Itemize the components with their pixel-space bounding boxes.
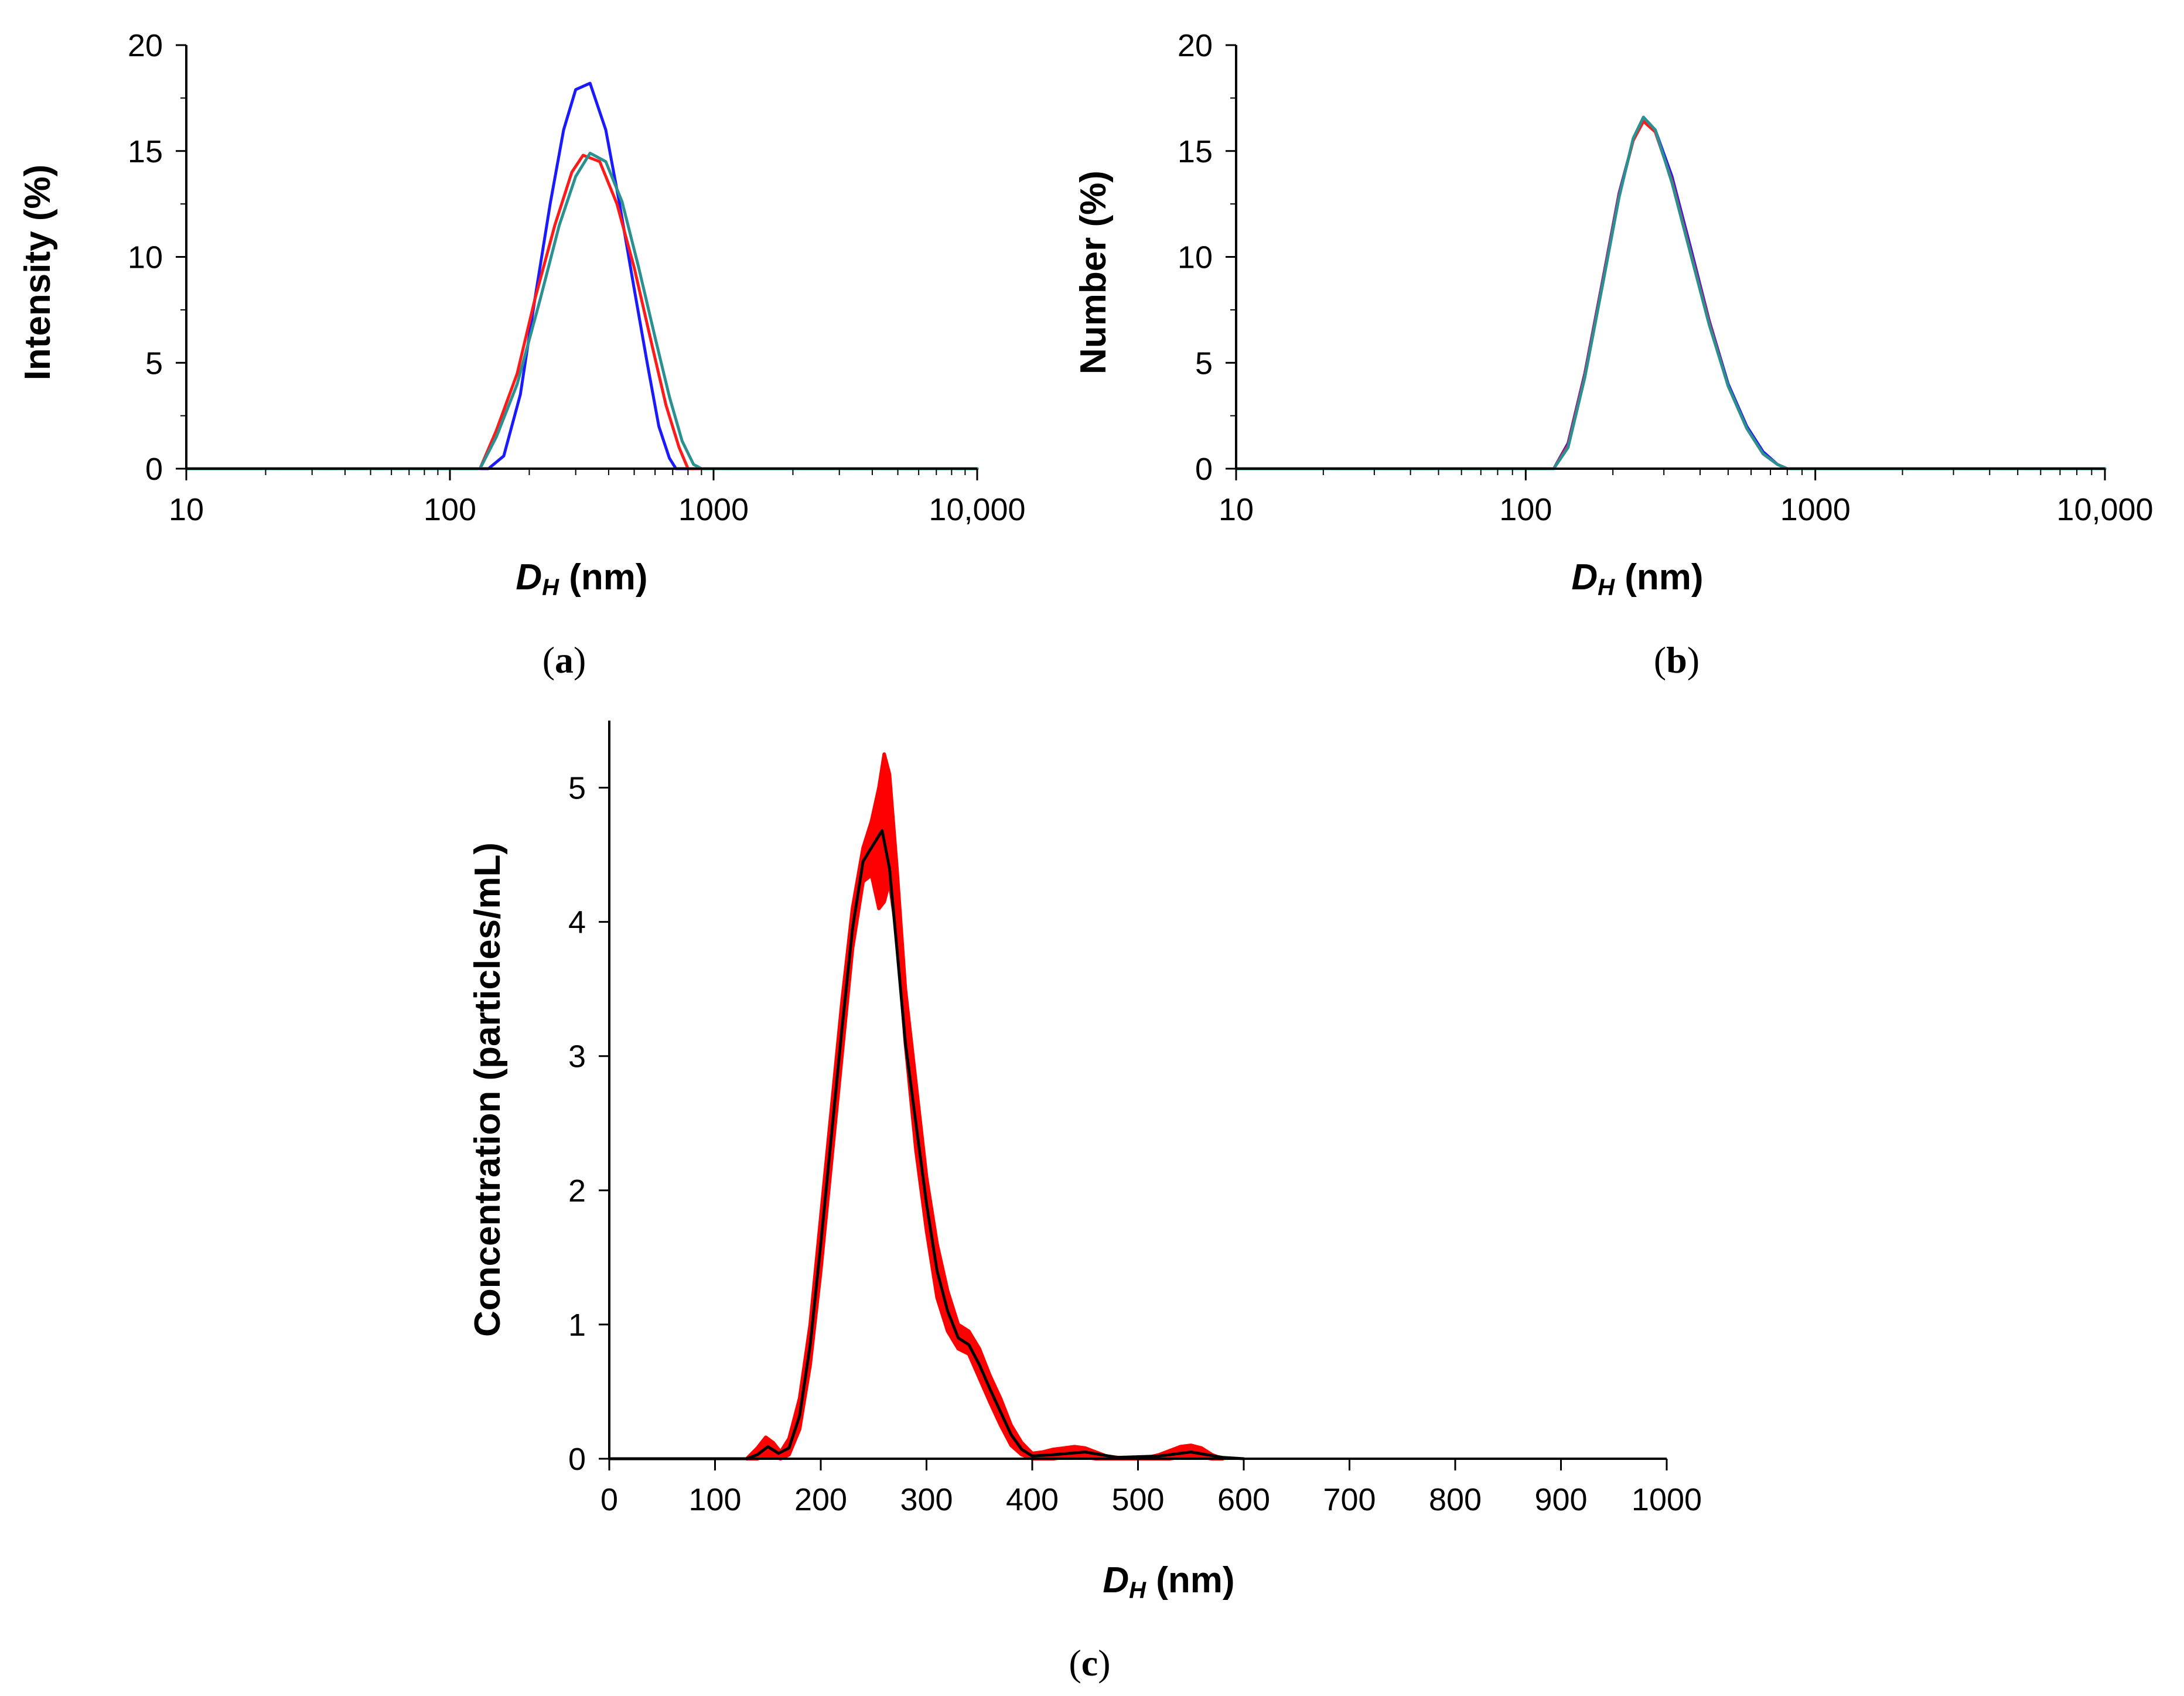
- x-axis-title-sub-b: H: [1598, 575, 1615, 600]
- y-tick-label-c: 2: [568, 1173, 586, 1209]
- y-tick-label-c: 1: [568, 1308, 586, 1343]
- panel-c: 0 1 2 3 4 5 0 100 200 300 400 500 600 700 800 900 1000 C…: [467, 721, 1702, 1684]
- y-tick-label-b: 20: [1178, 28, 1213, 63]
- x-tick-label-a: 1000: [678, 492, 749, 527]
- panel-b: 0 5 10 15 20 10 100 1000 10,000 Number (%) DH (n…: [1073, 28, 2154, 681]
- y-tick-label-c: 3: [568, 1039, 586, 1074]
- x-tick-label-a: 10: [169, 492, 204, 527]
- x-axis-title-b: DH (nm): [1571, 557, 1703, 600]
- y-axis-title-b: Number (%): [1073, 170, 1114, 374]
- x-tick-label-b: 10,000: [2056, 492, 2153, 527]
- x-tick-label-c: 800: [1429, 1482, 1482, 1517]
- y-tick-label-a: 5: [145, 346, 163, 381]
- x-tick-label-c: 300: [900, 1482, 953, 1517]
- y-tick-label-a: 10: [128, 240, 163, 275]
- panel-label-c-letter: c: [1081, 1642, 1098, 1684]
- y-tick-label-b: 0: [1195, 452, 1213, 487]
- y-tick-label-b: 10: [1178, 240, 1213, 275]
- panel-a: 0 5 10 15 20 10 100 1000 10,000 Intensity (%) DH…: [18, 28, 1026, 681]
- series-green-line-a: [185, 151, 979, 470]
- x-tick-label-a: 10,000: [929, 492, 1025, 527]
- x-axis-title-main-b: D: [1571, 557, 1598, 598]
- x-tick-label-b: 10: [1219, 492, 1254, 527]
- x-tick-label-b: 100: [1499, 492, 1552, 527]
- x-axis-title-c: DH (nm): [1103, 1560, 1234, 1603]
- panel-label-c: (c): [1069, 1642, 1110, 1684]
- x-tick-label-b: 1000: [1780, 492, 1851, 527]
- x-tick-label-c: 400: [1006, 1482, 1059, 1517]
- y-tick-label-a: 15: [128, 134, 163, 169]
- panel-label-b: (b): [1654, 639, 1700, 681]
- x-axis-title-unit-c: (nm): [1146, 1560, 1235, 1601]
- panel-label-b-letter: b: [1666, 639, 1687, 681]
- panel-label-a-letter: a: [555, 639, 574, 681]
- y-axis-title-c: Concentration (particles/mL): [467, 842, 508, 1337]
- y-tick-label-b: 5: [1195, 346, 1213, 381]
- series-red-line-a: [185, 153, 979, 470]
- x-tick-label-c: 200: [794, 1482, 847, 1517]
- x-axis-title-unit-b: (nm): [1615, 557, 1704, 598]
- series-mean-line-c: [608, 829, 1245, 1460]
- x-tick-label-c: 700: [1323, 1482, 1376, 1517]
- x-axis-title-sub-c: H: [1129, 1578, 1146, 1603]
- y-axis-title-a: Intensity (%): [18, 165, 58, 381]
- x-tick-label-a: 100: [424, 492, 476, 527]
- y-tick-label-b: 15: [1178, 134, 1213, 169]
- x-axis-title-main-a: D: [516, 557, 542, 598]
- x-tick-label-c: 500: [1111, 1482, 1164, 1517]
- x-axis-title-a: DH (nm): [516, 557, 647, 600]
- x-axis-title-sub-a: H: [542, 575, 559, 600]
- y-tick-label-c: 4: [568, 905, 586, 940]
- y-tick-label-a: 0: [145, 452, 163, 487]
- series-green-line-b: [1234, 115, 2107, 470]
- x-axis-title-main-c: D: [1103, 1560, 1129, 1601]
- x-axis-title-unit-a: (nm): [559, 557, 648, 598]
- panel-label-a: (a): [542, 639, 586, 681]
- y-tick-label-c: 0: [568, 1442, 586, 1477]
- x-tick-label-c: 900: [1534, 1482, 1587, 1517]
- x-tick-label-c: 0: [600, 1482, 618, 1517]
- y-tick-label-a: 20: [128, 28, 163, 63]
- x-tick-label-c: 600: [1217, 1482, 1270, 1517]
- x-tick-label-c: 100: [688, 1482, 741, 1517]
- x-tick-label-c: 1000: [1632, 1482, 1702, 1517]
- series-blue-line-a: [185, 81, 979, 470]
- y-tick-label-c: 5: [568, 771, 586, 806]
